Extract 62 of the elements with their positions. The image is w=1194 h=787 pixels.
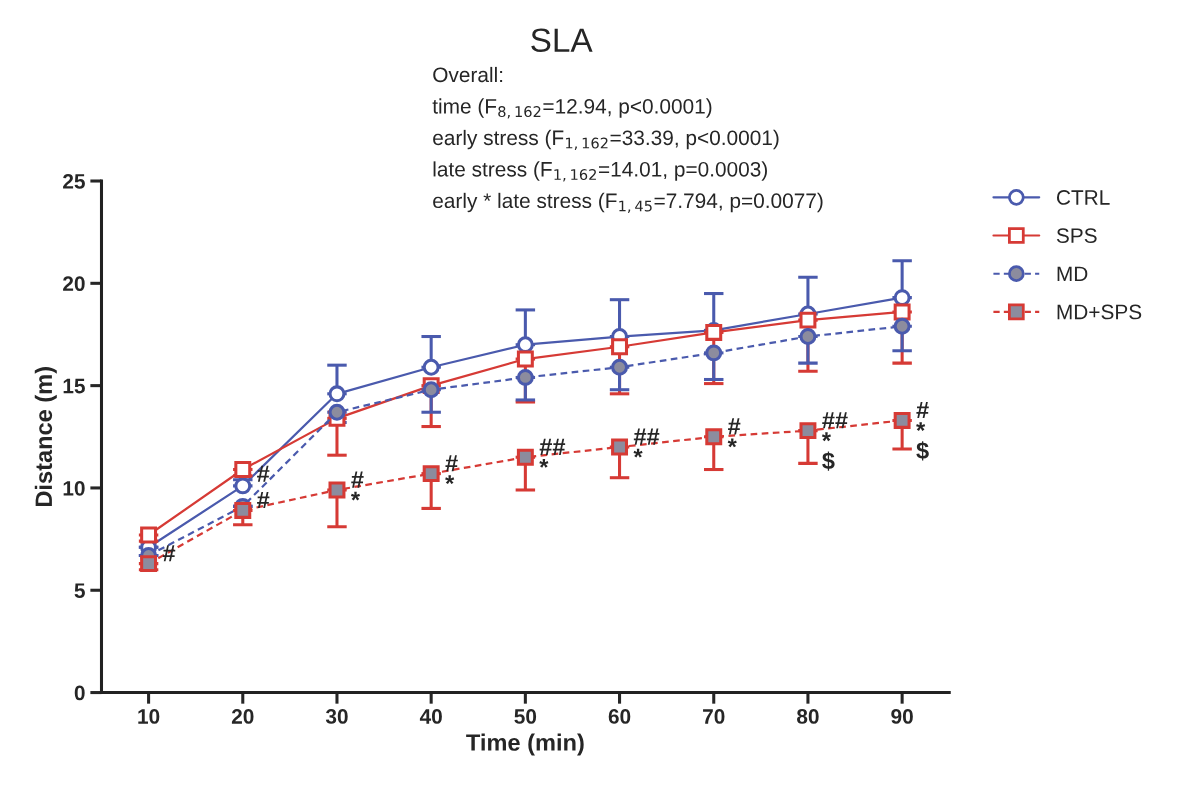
point <box>799 422 817 440</box>
point <box>328 403 346 421</box>
x-tick-label: 50 <box>514 709 537 724</box>
x-tick-label: 40 <box>419 709 442 724</box>
point <box>705 428 723 446</box>
x-tick-label: 80 <box>797 709 819 724</box>
point <box>516 448 534 466</box>
annotation: # <box>257 492 270 509</box>
point <box>328 481 346 499</box>
text: time (F$_{8,162}$=12.94, p<0.0001) <box>432 98 712 119</box>
point <box>799 311 817 329</box>
point <box>516 350 534 368</box>
y-tick-label: 20 <box>63 276 85 292</box>
point <box>234 461 252 478</box>
x-tick-label: 70 <box>703 709 725 724</box>
x-tick-label: 20 <box>231 709 254 724</box>
x-tick-label: 30 <box>325 709 348 724</box>
annotation: # <box>257 465 270 482</box>
annotation: ## * <box>633 428 660 458</box>
x-tick-label: 10 <box>138 709 160 724</box>
point <box>893 303 911 321</box>
y-tick-label: 0 <box>74 685 85 701</box>
annotation: late stress (F$_{1,162}$=14.01, p=0.0003) <box>433 161 767 182</box>
y-axis-title: Distance (m) <box>34 367 57 507</box>
point <box>611 438 629 456</box>
y-tick-label: 5 <box>74 583 85 598</box>
point <box>140 526 158 544</box>
point <box>234 477 252 495</box>
point <box>893 317 911 335</box>
x-tick-label: 90 <box>891 709 913 724</box>
annotation: # <box>162 545 176 562</box>
text: early stress (F$_{1,162}$=33.39, p<0.0001) <box>433 129 779 151</box>
point <box>611 358 629 376</box>
legend-label: SPS <box>1056 228 1097 243</box>
annotation: # * $ <box>916 402 929 461</box>
annotation: ## * $ <box>821 412 848 471</box>
point <box>705 344 723 362</box>
point <box>799 328 817 345</box>
x-axis-title: Time (min) <box>466 733 584 756</box>
annotation: # * <box>350 471 364 501</box>
point <box>234 501 252 519</box>
legend-label: MD+SPS <box>1057 304 1142 320</box>
annotation: # * <box>727 418 741 448</box>
point <box>422 358 440 376</box>
point <box>516 368 534 386</box>
annotation: ## * <box>539 438 566 468</box>
y-tick-label: 15 <box>63 378 85 394</box>
point <box>611 338 629 356</box>
point <box>328 385 346 403</box>
legend-label: MD <box>1057 266 1088 281</box>
point <box>893 411 911 429</box>
point <box>140 555 158 573</box>
y-tick-label: 10 <box>63 480 85 496</box>
text: Overall: <box>433 66 503 83</box>
annotation: # * <box>445 455 458 485</box>
y-tick-label: 25 <box>63 174 85 189</box>
x-tick-label: 60 <box>608 709 631 724</box>
point <box>422 465 440 483</box>
annotation: early * late stress (F$_{1,45}$=7.794, p=0.0077) <box>433 192 823 214</box>
legend-label: CTRL <box>1056 190 1110 205</box>
chart-title: SLA <box>531 28 593 53</box>
point <box>422 381 440 399</box>
